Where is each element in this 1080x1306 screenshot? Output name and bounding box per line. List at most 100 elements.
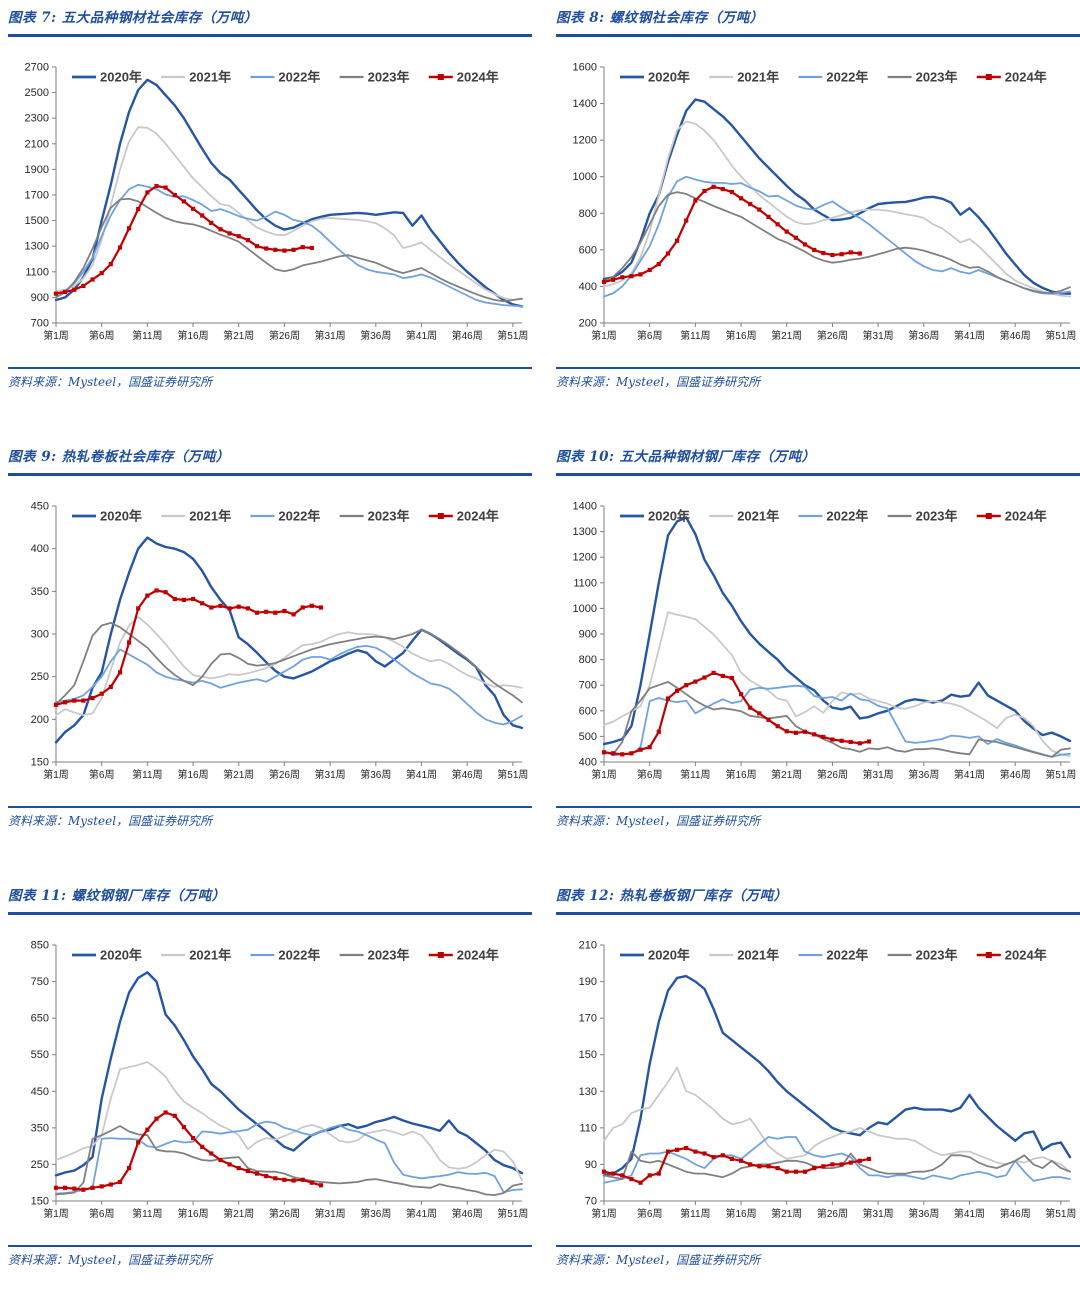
x-tick-label: 第6周 [89,329,115,342]
x-tick-label: 第21周 [223,768,254,781]
y-tick-label: 250 [31,1158,49,1170]
series-markers-2024年 [53,1109,324,1192]
x-tick-label: 第6周 [637,768,663,781]
series-line-2022年 [55,183,523,307]
series-line-2020年 [54,535,524,744]
y-tick-label: 550 [31,1049,49,1061]
x-tick-label: 第11周 [132,329,162,342]
legend-item-2021年: 2021年 [161,508,231,523]
y-tick-label: 600 [579,705,597,717]
chart-block-12: 图表 12: 热轧卷板钢厂库存（万吨） 70 90 110 130 150 170 190 2… [556,886,1080,1269]
series-markers-2024年 [53,183,314,296]
x-tick-label: 第36周 [360,329,391,342]
legend-item-2023年: 2023年 [887,508,958,523]
x-tick-label: 第41周 [954,1207,985,1220]
y-tick-label: 200 [579,317,597,329]
y-tick-label: 300 [31,628,49,640]
series-markers-2024年 [601,1145,872,1185]
legend-label: 2020年 [648,508,690,523]
x-tick-label: 第6周 [637,329,663,342]
y-tick-label: 1200 [573,134,597,146]
source-rule [8,1244,532,1247]
legend-label: 2020年 [648,947,690,962]
y-tick-label: 700 [579,679,597,691]
source-rule [8,366,532,369]
series-line-2020年 [54,78,524,308]
x-tick-label: 第26周 [269,1207,300,1220]
x-tick-label: 第41周 [406,329,437,342]
legend-label: 2024年 [1005,508,1047,523]
x-tick-label: 第36周 [908,1207,939,1220]
x-tick-label: 第11周 [680,1207,710,1220]
x-tick-label: 第1周 [591,1207,617,1220]
y-tick-label: 190 [579,976,597,988]
y-tick-label: 1000 [573,602,597,614]
series-line-2020年 [602,974,1072,1177]
x-tick-label: 第21周 [223,1207,254,1220]
y-tick-label: 900 [579,628,597,640]
legend-label: 2023年 [368,947,410,962]
title-rule [556,473,1080,476]
legend-label: 2021年 [189,69,231,84]
x-tick-label: 第16周 [725,768,756,781]
title-rule [8,912,532,915]
legend-label: 2023年 [916,947,958,962]
y-tick-label: 1100 [573,577,597,589]
y-tick-label: 600 [579,244,597,256]
y-tick-label: 1300 [25,240,49,252]
x-tick-label: 第31周 [315,1207,346,1220]
x-tick-label: 第51周 [1045,768,1076,781]
y-tick-label: 1400 [573,98,597,110]
legend-label: 2023年 [916,508,958,523]
line-chart: 150 200 250 300 350 400 450 第1周 第6周 第11周 第16周 第21周 第… [31,500,529,781]
chart-source: 资料来源：Mysteel，国盛证券研究所 [8,814,213,828]
x-tick-label: 第51周 [497,768,528,781]
legend-item-2020年: 2020年 [72,947,142,962]
chart-canvas: 200 400 600 800 1000 1200 1400 1600 第1周 第6周 第11周 第1… [556,57,1080,357]
report-page: 图表 7: 五大品种钢材社会库存（万吨） 700 900 1100 1300 1500 1… [8,8,1080,1269]
legend-item-2021年: 2021年 [161,947,231,962]
y-tick-label: 1300 [573,526,597,538]
legend-item-2024年: 2024年 [428,69,499,84]
x-tick-label: 第16周 [725,329,756,342]
y-tick-label: 700 [31,317,49,329]
legend-item-2024年: 2024年 [428,508,499,523]
legend-item-2021年: 2021年 [709,69,779,84]
chart-title: 图表 10: 五大品种钢材钢厂库存（万吨） [556,449,816,465]
y-tick-label: 130 [579,1085,597,1097]
title-rule [8,34,532,37]
chart-source: 资料来源：Mysteel，国盛证券研究所 [556,375,761,389]
line-chart: 700 900 1100 1300 1500 1700 1900 2100 2300 2500 27… [25,61,529,342]
y-tick-label: 900 [31,291,49,303]
x-tick-label: 第6周 [89,768,115,781]
y-tick-label: 90 [585,1158,597,1170]
x-tick-label: 第46周 [452,329,483,342]
chart-source: 资料来源：Mysteel，国盛证券研究所 [556,1253,761,1267]
y-tick-label: 2700 [25,61,49,73]
chart-canvas: 150 200 250 300 350 400 450 第1周 第6周 第11周 第16周 第21周 第… [8,496,532,796]
series-line-2022年 [603,175,1071,297]
x-tick-label: 第11周 [680,768,710,781]
x-tick-label: 第31周 [863,768,894,781]
x-tick-label: 第21周 [771,1207,802,1220]
title-rule [556,34,1080,37]
y-tick-label: 400 [31,543,49,555]
legend-label: 2022年 [826,508,868,523]
chart-block-7: 图表 7: 五大品种钢材社会库存（万吨） 700 900 1100 1300 1500 1… [8,8,532,391]
y-tick-label: 650 [31,1012,49,1024]
y-tick-label: 500 [579,730,597,742]
legend-item-2020年: 2020年 [620,947,690,962]
x-tick-label: 第36周 [360,1207,391,1220]
legend-item-2022年: 2022年 [250,69,320,84]
y-tick-label: 1600 [573,61,597,73]
x-tick-label: 第26周 [817,329,848,342]
chart-block-8: 图表 8: 螺纹钢社会库存（万吨） 200 400 600 800 1000 1200 14… [556,8,1080,391]
series-markers-2024年 [53,587,324,707]
x-tick-label: 第51周 [1045,1207,1076,1220]
x-tick-label: 第46周 [1000,329,1031,342]
y-tick-label: 2100 [25,138,49,150]
legend-label: 2020年 [100,69,142,84]
x-tick-label: 第1周 [43,329,69,342]
line-chart: 200 400 600 800 1000 1200 1400 1600 第1周 第6周 第11周 第1… [573,61,1077,342]
x-tick-label: 第31周 [315,329,346,342]
